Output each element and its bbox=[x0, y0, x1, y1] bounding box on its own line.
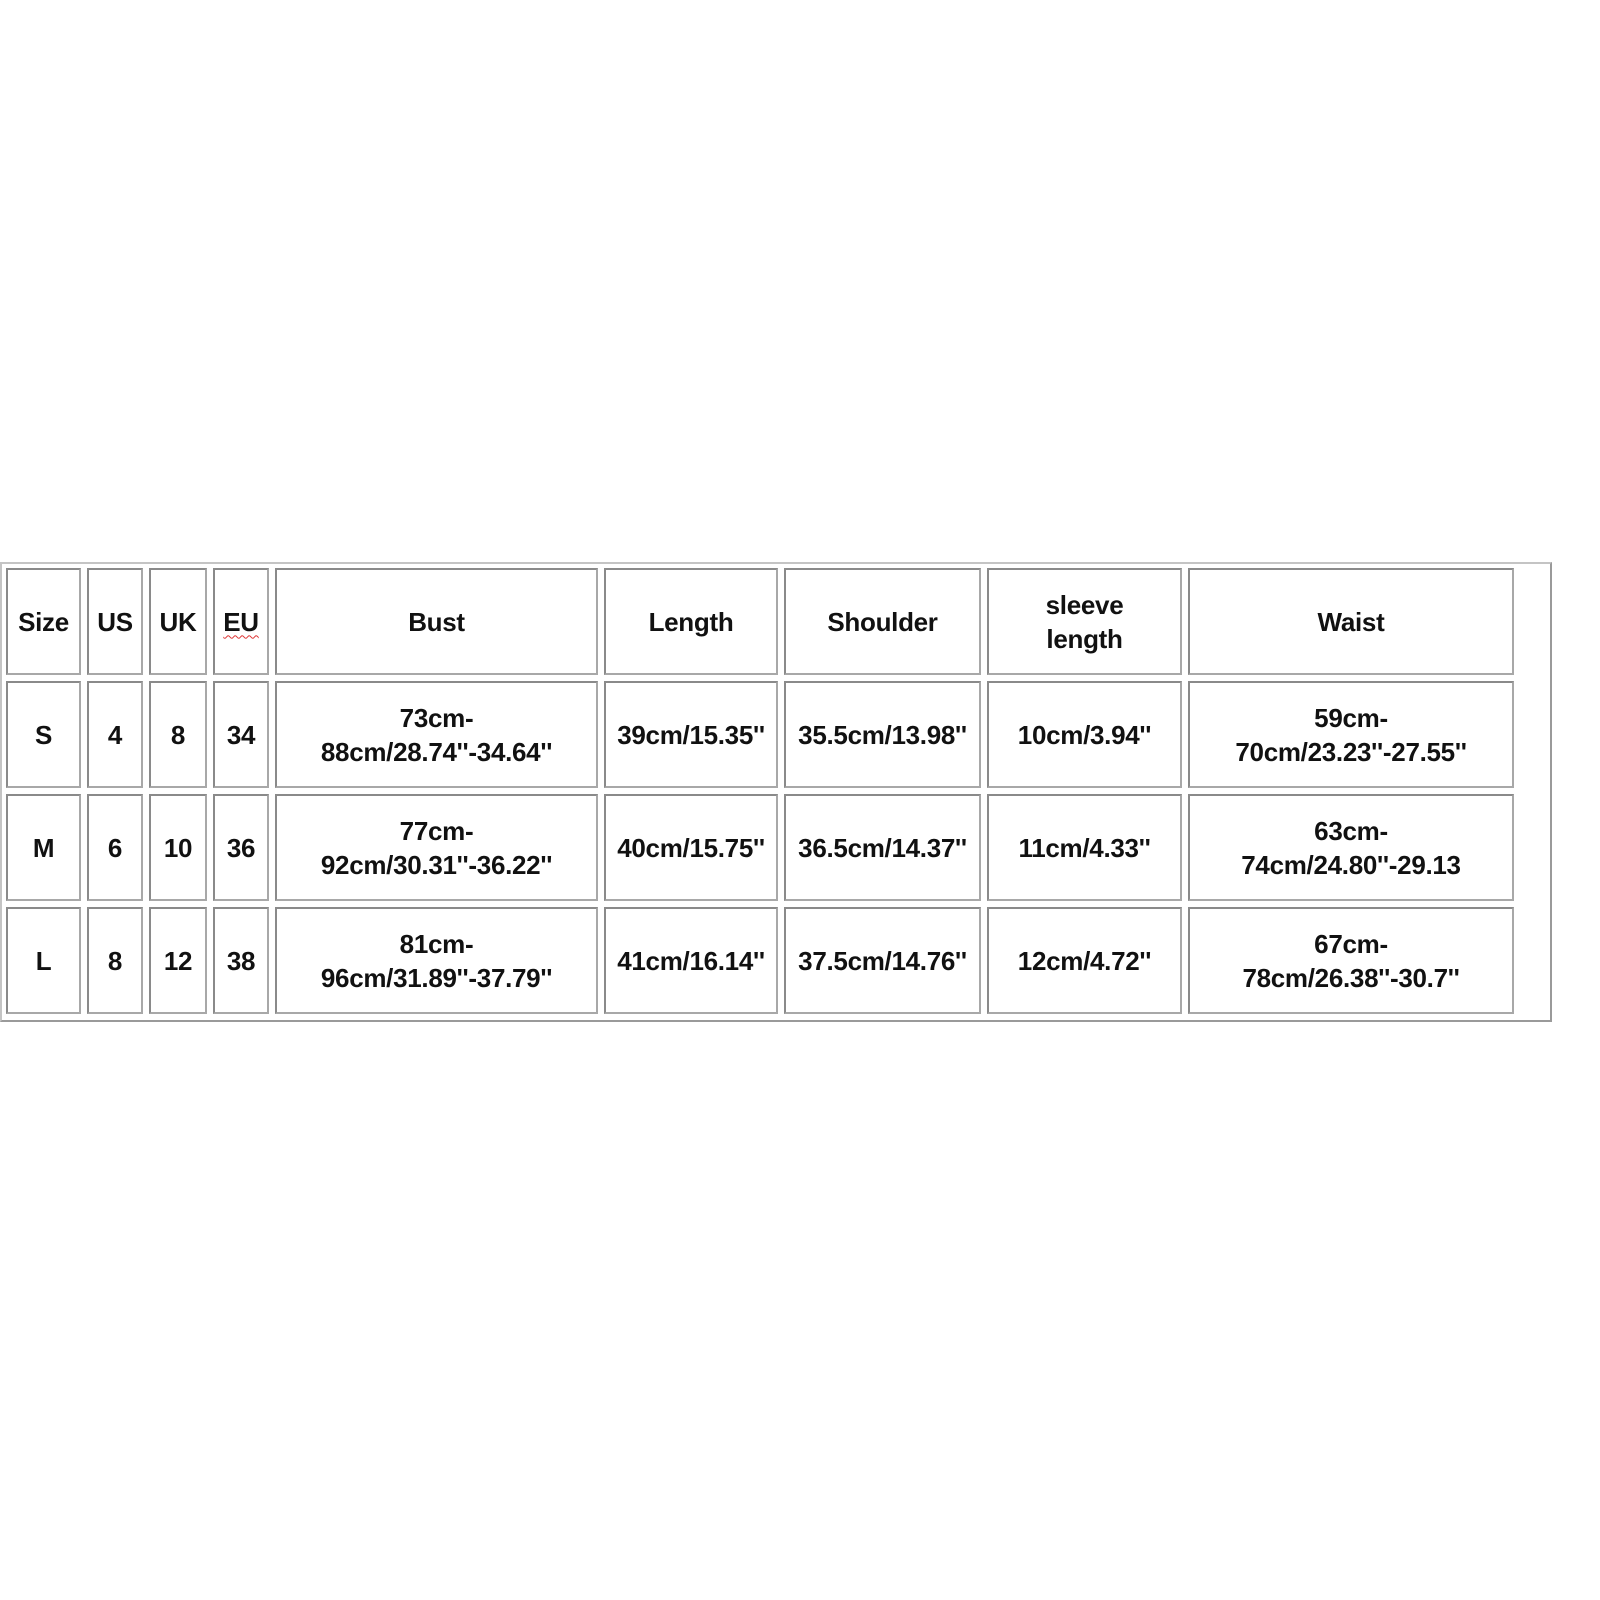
size-chart-table-container: Size US UK EU Bust Length Shoulder sleev… bbox=[0, 562, 1552, 1022]
cell-length: 40cm/15.75'' bbox=[604, 794, 778, 901]
cell-bust: 81cm-96cm/31.89''-37.79'' bbox=[275, 907, 598, 1014]
header-length: Length bbox=[604, 568, 778, 675]
header-bust: Bust bbox=[275, 568, 598, 675]
cell-sleeve-length: 12cm/4.72'' bbox=[987, 907, 1182, 1014]
cell-waist: 67cm-78cm/26.38''-30.7'' bbox=[1188, 907, 1514, 1014]
header-uk: UK bbox=[149, 568, 207, 675]
header-size: Size bbox=[6, 568, 81, 675]
cell-eu: 36 bbox=[213, 794, 269, 901]
cell-shoulder: 36.5cm/14.37'' bbox=[784, 794, 981, 901]
cell-bust: 73cm-88cm/28.74''-34.64'' bbox=[275, 681, 598, 788]
cell-sleeve-length: 10cm/3.94'' bbox=[987, 681, 1182, 788]
cell-size: S bbox=[6, 681, 81, 788]
size-chart-table: Size US UK EU Bust Length Shoulder sleev… bbox=[0, 562, 1520, 1020]
cell-length: 41cm/16.14'' bbox=[604, 907, 778, 1014]
cell-us: 4 bbox=[87, 681, 143, 788]
cell-uk: 12 bbox=[149, 907, 207, 1014]
cell-sleeve-length: 11cm/4.33'' bbox=[987, 794, 1182, 901]
cell-uk: 8 bbox=[149, 681, 207, 788]
cell-size: M bbox=[6, 794, 81, 901]
cell-length: 39cm/15.35'' bbox=[604, 681, 778, 788]
cell-us: 6 bbox=[87, 794, 143, 901]
cell-us: 8 bbox=[87, 907, 143, 1014]
header-eu: EU bbox=[213, 568, 269, 675]
table-row: S 4 8 34 73cm-88cm/28.74''-34.64'' 39cm/… bbox=[6, 681, 1514, 788]
header-shoulder: Shoulder bbox=[784, 568, 981, 675]
cell-shoulder: 35.5cm/13.98'' bbox=[784, 681, 981, 788]
cell-size: L bbox=[6, 907, 81, 1014]
header-waist: Waist bbox=[1188, 568, 1514, 675]
cell-eu: 34 bbox=[213, 681, 269, 788]
table-row: M 6 10 36 77cm-92cm/30.31''-36.22'' 40cm… bbox=[6, 794, 1514, 901]
cell-bust: 77cm-92cm/30.31''-36.22'' bbox=[275, 794, 598, 901]
cell-uk: 10 bbox=[149, 794, 207, 901]
cell-waist: 59cm-70cm/23.23''-27.55'' bbox=[1188, 681, 1514, 788]
cell-eu: 38 bbox=[213, 907, 269, 1014]
header-us: US bbox=[87, 568, 143, 675]
cell-shoulder: 37.5cm/14.76'' bbox=[784, 907, 981, 1014]
header-row: Size US UK EU Bust Length Shoulder sleev… bbox=[6, 568, 1514, 675]
header-sleeve-length: sleeve length bbox=[987, 568, 1182, 675]
table-row: L 8 12 38 81cm-96cm/31.89''-37.79'' 41cm… bbox=[6, 907, 1514, 1014]
cell-waist: 63cm-74cm/24.80''-29.13 bbox=[1188, 794, 1514, 901]
